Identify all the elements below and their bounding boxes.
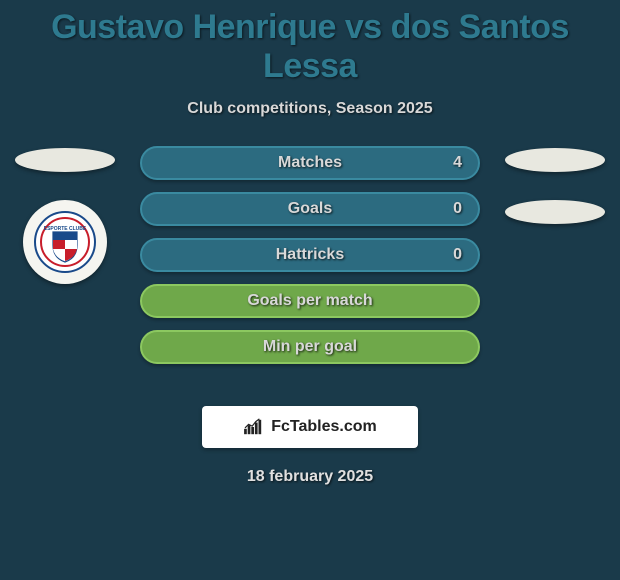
chart-bars-icon: [243, 418, 265, 436]
date-text: 18 february 2025: [0, 468, 620, 486]
stat-label: Min per goal: [263, 338, 357, 356]
right-club-badge-placeholder: [505, 200, 605, 224]
attribution-text: FcTables.com: [271, 418, 377, 436]
svg-text:ESPORTE CLUBE: ESPORTE CLUBE: [44, 226, 87, 232]
left-club-badge: ESPORTE CLUBE: [23, 200, 107, 284]
stat-row-goals: Goals 0: [140, 192, 480, 226]
stat-value: 4: [453, 154, 462, 172]
left-country-badge-placeholder: [15, 148, 115, 172]
left-player-column: ESPORTE CLUBE: [10, 148, 120, 284]
stat-label: Matches: [278, 154, 342, 172]
stat-label: Hattricks: [276, 246, 344, 264]
attribution-badge[interactable]: FcTables.com: [202, 406, 418, 448]
comparison-card: Gustavo Henrique vs dos Santos Lessa Clu…: [0, 0, 620, 580]
right-player-column: [500, 148, 610, 252]
stat-row-goals-per-match: Goals per match: [140, 284, 480, 318]
stat-row-hattricks: Hattricks 0: [140, 238, 480, 272]
page-title: Gustavo Henrique vs dos Santos Lessa: [0, 0, 620, 86]
stat-label: Goals per match: [247, 292, 372, 310]
stat-label: Goals: [288, 200, 332, 218]
stats-area: ESPORTE CLUBE Matches 4 Goals 0 Hattrick…: [0, 158, 620, 388]
bahia-crest-icon: ESPORTE CLUBE: [33, 210, 97, 274]
stat-row-min-per-goal: Min per goal: [140, 330, 480, 364]
stat-value: 0: [453, 200, 462, 218]
stat-value: 0: [453, 246, 462, 264]
stat-row-matches: Matches 4: [140, 146, 480, 180]
stat-bars: Matches 4 Goals 0 Hattricks 0 Goals per …: [140, 146, 480, 376]
right-country-badge-placeholder: [505, 148, 605, 172]
subtitle: Club competitions, Season 2025: [0, 100, 620, 118]
